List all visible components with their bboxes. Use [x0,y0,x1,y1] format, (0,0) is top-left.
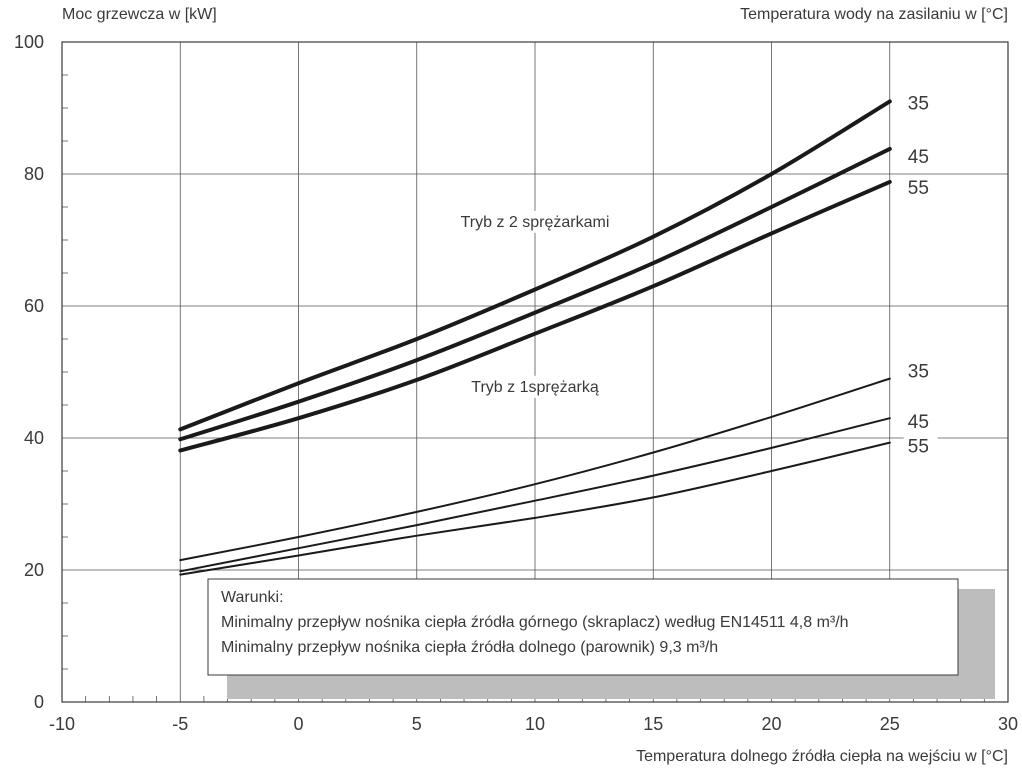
series-label-bg [903,145,938,167]
y-tick-label: 40 [24,428,44,448]
series-label-bg [903,435,938,457]
plot-frame [61,41,1009,703]
x-tick-label: 25 [880,714,900,734]
series-line-two-35 [178,99,892,432]
series-label-two-55: 55 [908,178,929,199]
series-label-two-45: 45 [908,147,929,168]
x-tick-label: 0 [293,714,303,734]
series-line-two-55 [178,179,892,453]
x-tick-label: -5 [172,714,188,734]
series-label-bg [903,176,938,198]
series-labels: 35 45 55 35 45 55 [903,92,938,458]
series-line-one-35 [179,377,891,562]
series-line-one-45 [179,417,891,573]
series-label-two-35: 35 [908,93,929,114]
x-axis-title: Temperatura dolnego źródła ciepła na wej… [636,748,1008,765]
conditions-line: Minimalny przepływ nośnika ciepła źródła… [221,614,849,631]
conditions-box: Warunki: Minimalny przepływ nośnika ciepł… [207,578,995,699]
annotations: Tryb z 2 sprężarkami Tryb z 1sprężarką [447,210,623,398]
y-axis-title: Moc grzewcza w [kW] [62,6,217,23]
series-lines [178,99,892,576]
series-label-bg [903,411,938,433]
y-tick-label: 60 [24,296,44,316]
y-tick-label: 20 [24,560,44,580]
x-tick-label: 5 [412,714,422,734]
y-tick-label: 100 [14,32,44,52]
conditions-line: Minimalny przepływ nośnika ciepła źródła… [221,639,718,656]
series-label-bg [903,360,938,382]
mode-annotation: Tryb z 2 sprężarkami [461,214,610,231]
x-tick-label: 30 [998,714,1018,734]
legend-title: Temperatura wody na zasilaniu w [°C] [740,6,1008,23]
x-tick-label: 10 [525,714,545,734]
series-label-one-35: 35 [908,362,929,383]
x-tick-label: 20 [761,714,781,734]
conditions-heading: Warunki: [221,589,284,606]
series-line-one-55 [179,441,891,576]
x-tick-label: -10 [49,714,75,734]
series-label-bg [903,92,938,114]
x-tick-label: 15 [643,714,663,734]
series-line-two-45 [178,146,892,442]
series-label-one-55: 55 [908,437,929,458]
annotation-bg [447,210,623,233]
annotation-bg [459,375,611,398]
mode-annotation: Tryb z 1sprężarką [471,379,599,396]
y-tick-label: 0 [34,692,44,712]
tick-labels: -10 -5 0 5 10 15 20 25 30 0 20 40 60 80 100 [14,32,1018,734]
conditions-box-panel [207,578,959,676]
y-tick-label: 80 [24,164,44,184]
series-label-one-45: 45 [908,412,929,433]
